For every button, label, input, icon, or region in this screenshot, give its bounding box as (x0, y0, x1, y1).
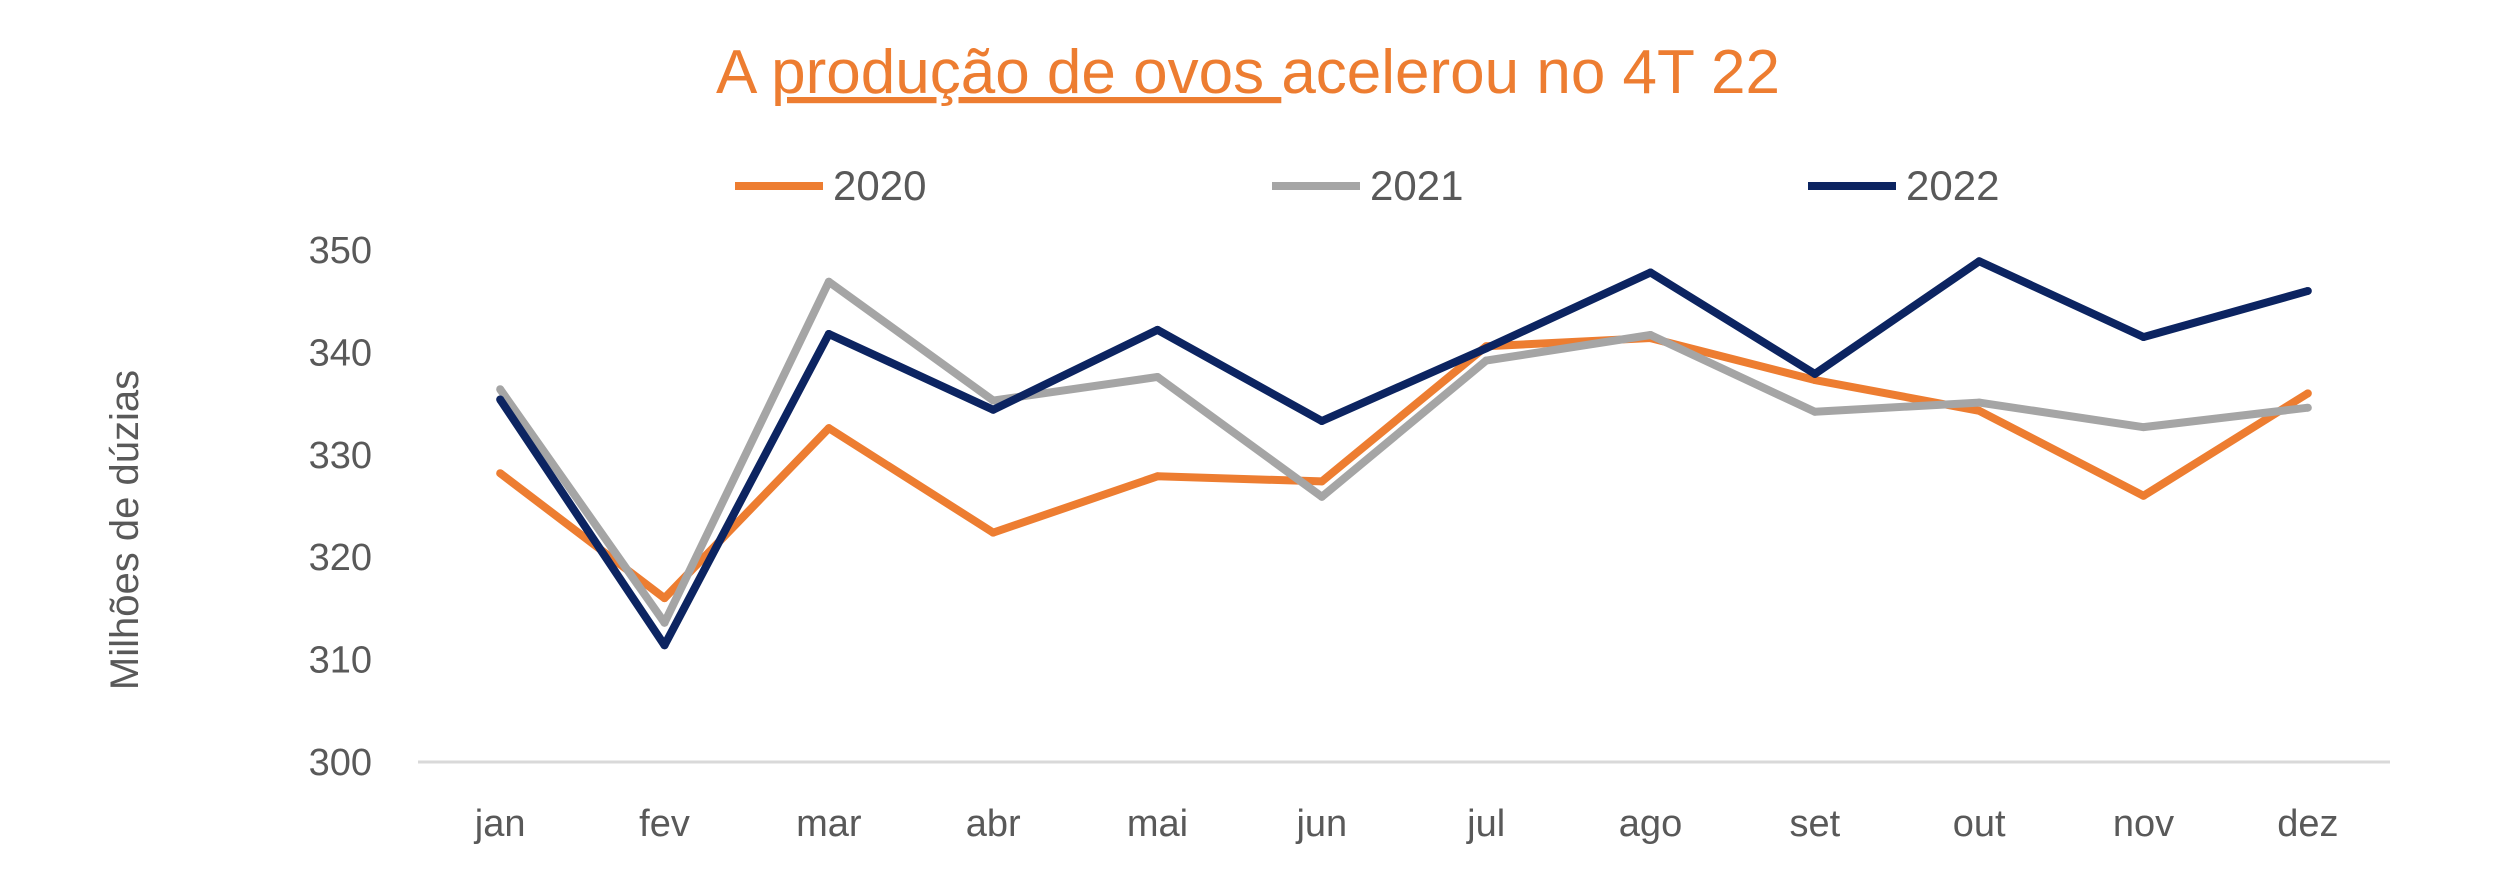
x-tick-label: ago (1619, 803, 1682, 845)
data-point-2022 (1153, 325, 1162, 334)
data-point-2022 (496, 395, 505, 404)
data-point-2021 (1646, 330, 1655, 339)
y-tick-label: 340 (309, 332, 372, 374)
data-point-2020 (496, 469, 505, 478)
legend: 2020 2021 2022 (735, 162, 1999, 209)
chart-title-underlined: produção de ovos (771, 38, 1281, 107)
data-point-2022 (989, 405, 998, 414)
legend-label-2020: 2020 (833, 162, 926, 209)
x-axis-ticks: jan fev mar abr mai jun jul ago set out nov dez (474, 803, 2339, 845)
x-tick-label: abr (966, 803, 1021, 845)
data-point-2022 (1646, 268, 1655, 277)
data-point-2021 (2139, 423, 2148, 432)
data-point-2021 (1975, 398, 1984, 407)
data-point-2020 (1153, 472, 1162, 481)
x-tick-label: mai (1127, 803, 1188, 845)
data-point-2020 (660, 594, 669, 603)
data-point-2022 (660, 641, 669, 650)
data-point-2020 (989, 528, 998, 537)
data-point-2020 (1317, 477, 1326, 486)
data-point-2021 (1810, 407, 1819, 416)
y-tick-label: 300 (309, 742, 372, 784)
chart-title-prefix: A (716, 38, 771, 107)
series-line-2022 (496, 257, 2309, 650)
data-point-2021 (496, 385, 505, 394)
x-tick-label: dez (2277, 803, 2338, 845)
chart-title-suffix: acelerou no 4T 22 (1281, 38, 1780, 107)
data-point-2022 (1975, 257, 1984, 266)
x-tick-label: mar (796, 803, 862, 845)
series-line-2020 (497, 334, 2310, 603)
data-point-2022 (1317, 417, 1326, 426)
x-tick-label: set (1789, 803, 1840, 845)
legend-label-2022: 2022 (1906, 162, 1999, 209)
data-point-2020 (2139, 491, 2148, 500)
data-point-2020 (824, 424, 833, 433)
y-tick-label: 310 (309, 640, 372, 682)
y-axis-ticks: 300 310 320 330 340 350 (309, 230, 372, 784)
data-point-2020 (1975, 406, 1984, 415)
data-point-2021 (824, 277, 833, 286)
data-point-2022 (824, 329, 833, 338)
data-point-2021 (660, 618, 669, 627)
x-tick-label: fev (639, 803, 690, 845)
chart-title: A produção de ovos acelerou no 4T 22 (716, 38, 1780, 107)
series-line-2021 (496, 277, 2309, 627)
x-tick-label: jul (1466, 803, 1505, 845)
data-point-2022 (1810, 369, 1819, 378)
x-tick-label: nov (2113, 803, 2174, 845)
y-tick-label: 330 (309, 435, 372, 477)
series-lines (496, 257, 2312, 650)
legend-label-2021: 2021 (1370, 162, 1463, 209)
data-point-2020 (2303, 389, 2312, 398)
data-point-2021 (1317, 492, 1326, 501)
data-point-2022 (2139, 333, 2148, 342)
x-tick-label: jan (474, 803, 526, 845)
data-point-2021 (2303, 403, 2312, 412)
y-tick-label: 320 (309, 537, 372, 579)
data-point-2022 (2303, 286, 2312, 295)
y-tick-label: 350 (309, 230, 372, 272)
data-point-2020 (1810, 376, 1819, 385)
data-point-2021 (1153, 372, 1162, 381)
x-tick-label: jun (1295, 803, 1347, 845)
data-point-2021 (989, 396, 998, 405)
data-point-2021 (1482, 356, 1491, 365)
y-axis-title: Milhões de dúzias (103, 370, 147, 690)
data-point-2022 (1482, 344, 1491, 353)
x-tick-label: out (1953, 803, 2006, 845)
